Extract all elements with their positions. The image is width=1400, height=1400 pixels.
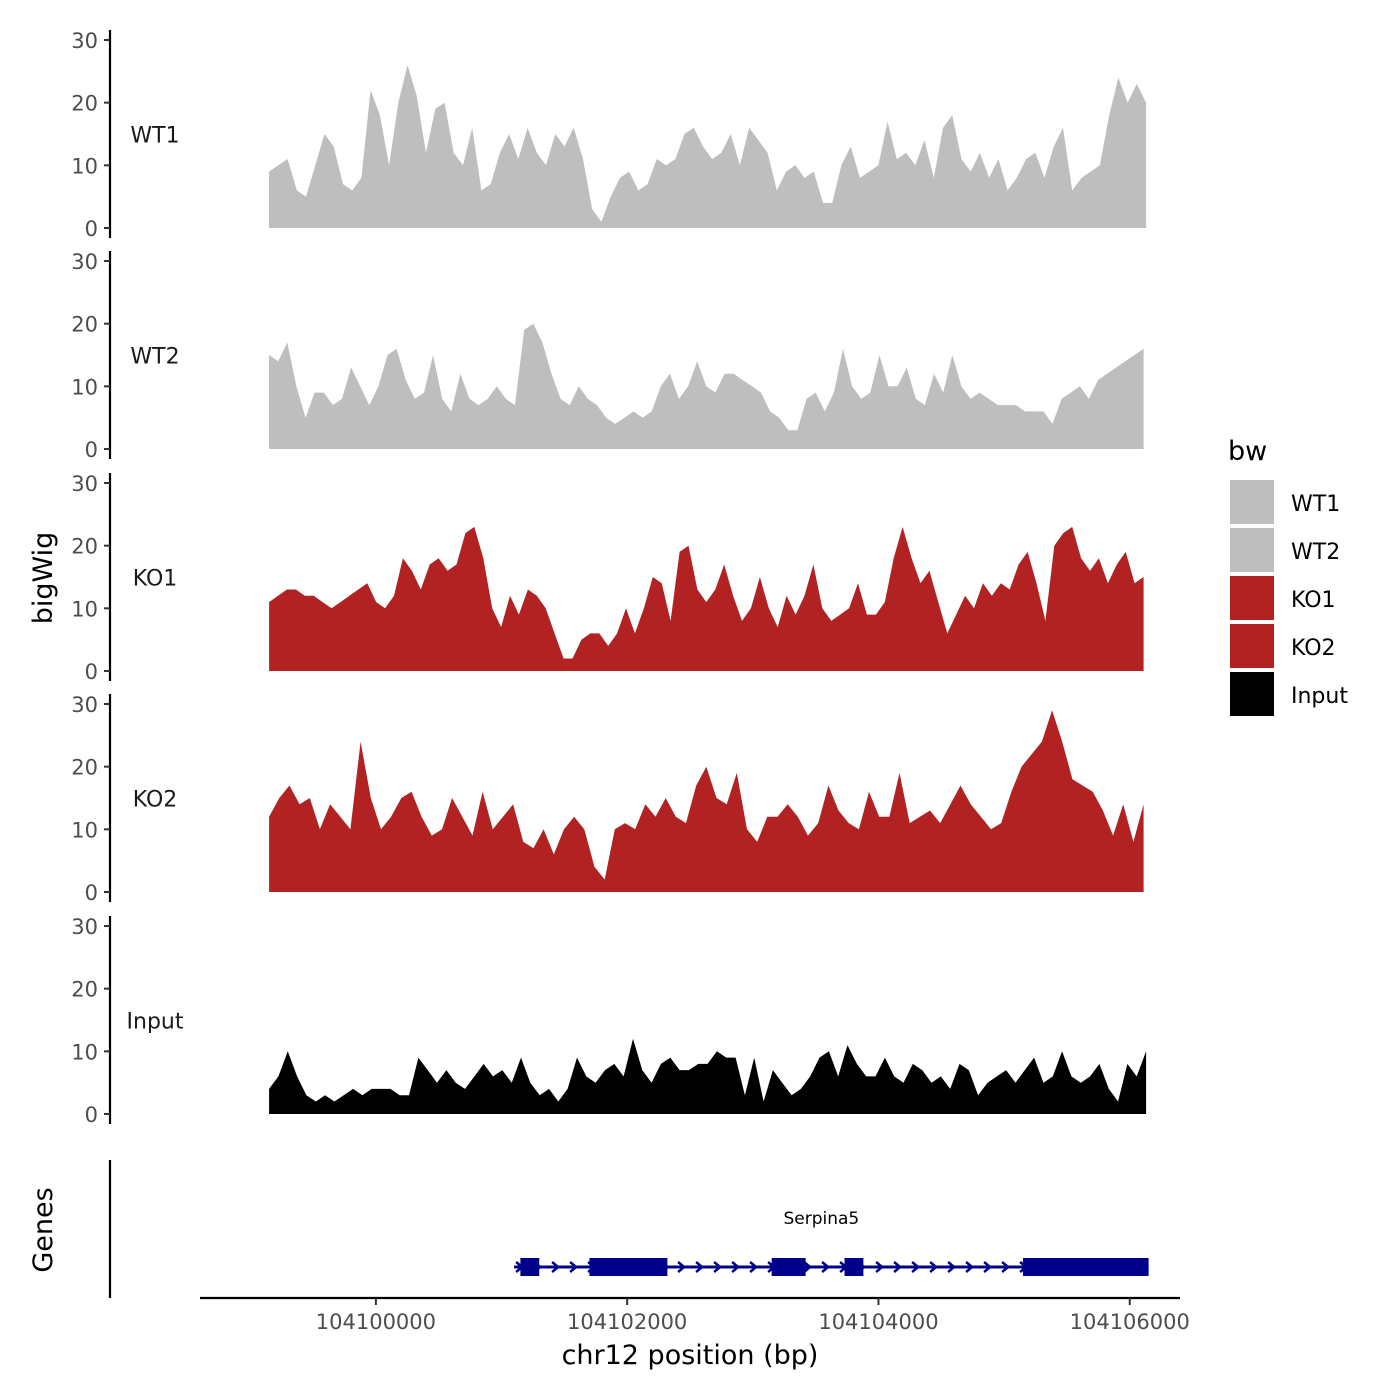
x-tick-label: 104106000 xyxy=(1070,1310,1190,1334)
strand-arrow xyxy=(947,1261,957,1273)
y-tick-label: 0 xyxy=(85,660,98,684)
strand-arrow xyxy=(749,1261,759,1273)
y-tick-label: 10 xyxy=(71,818,98,842)
y-tick-label: 30 xyxy=(71,29,98,53)
y-tick-label: 10 xyxy=(71,154,98,178)
track-wt2: 0 10 20 30 WT2 xyxy=(71,250,1144,462)
y-tick-label: 10 xyxy=(71,597,98,621)
exon xyxy=(589,1258,668,1276)
legend-key-ko2 xyxy=(1230,624,1274,668)
gene-track-title: Genes xyxy=(28,1187,59,1272)
y-tick-label: 0 xyxy=(85,438,98,462)
strand-arrow xyxy=(965,1261,975,1273)
legend-label: WT1 xyxy=(1291,492,1340,517)
y-axis-title: bigWig xyxy=(28,532,59,625)
y-tick-label: 20 xyxy=(71,92,98,116)
strand-arrow xyxy=(821,1261,831,1273)
y-tick-label: 20 xyxy=(71,978,98,1002)
y-tick-label: 30 xyxy=(71,472,98,496)
exon xyxy=(771,1258,806,1276)
legend: bw WT1 WT2 KO1 KO2 Input xyxy=(1228,436,1348,716)
y-tick-label: 30 xyxy=(71,693,98,717)
strand-arrow xyxy=(803,1261,813,1273)
track-label: WT2 xyxy=(130,345,179,370)
strand-arrow xyxy=(731,1261,741,1273)
exon xyxy=(1022,1258,1149,1276)
strand-arrow xyxy=(713,1261,723,1273)
coverage-area-ko1 xyxy=(269,526,1144,671)
y-tick-label: 20 xyxy=(71,756,98,780)
y-tick-label: 0 xyxy=(85,881,98,905)
x-axis: 104100000 104102000 104104000 104106000 xyxy=(200,1296,1190,1334)
strand-arrow xyxy=(893,1261,903,1273)
gene-track: Serpina5 xyxy=(108,1160,1149,1298)
y-tick-label: 30 xyxy=(71,915,98,939)
legend-title: bw xyxy=(1228,436,1267,467)
track-label: Input xyxy=(127,1010,184,1035)
track-label: WT1 xyxy=(130,124,179,149)
legend-key-ko1 xyxy=(1230,576,1274,620)
x-axis-title: chr12 position (bp) xyxy=(562,1340,819,1371)
y-tick-label: 20 xyxy=(71,313,98,337)
y-tick-label: 30 xyxy=(71,250,98,274)
coverage-area-input xyxy=(269,1038,1147,1114)
exon xyxy=(520,1258,540,1276)
strand-arrow xyxy=(911,1261,921,1273)
x-tick-label: 104100000 xyxy=(316,1310,436,1334)
strand-arrow xyxy=(677,1261,687,1273)
x-tick-label: 104102000 xyxy=(567,1310,687,1334)
strand-arrow xyxy=(875,1261,885,1273)
strand-arrow xyxy=(929,1261,939,1273)
strand-arrow xyxy=(1001,1261,1011,1273)
legend-label: KO1 xyxy=(1291,588,1336,613)
y-tick-label: 20 xyxy=(71,535,98,559)
track-wt1: 0 10 20 30 WT1 xyxy=(71,29,1147,241)
strand-arrow xyxy=(551,1261,561,1273)
legend-key-wt2 xyxy=(1230,528,1274,572)
track-label: KO2 xyxy=(133,788,178,813)
legend-label: KO2 xyxy=(1291,636,1336,661)
coverage-tracks: 0 10 20 30 WT1 0 10 20 30 WT2 0 10 20 30 KO1 0 10 20 30 KO2… xyxy=(71,29,1147,1127)
x-tick-label: 104104000 xyxy=(818,1310,938,1334)
strand-arrow xyxy=(569,1261,579,1273)
gene-name-label: Serpina5 xyxy=(783,1209,859,1229)
coverage-area-ko2 xyxy=(269,710,1144,892)
track-input: 0 10 20 30 Input xyxy=(71,915,1147,1127)
legend-label: WT2 xyxy=(1291,540,1340,565)
y-tick-label: 0 xyxy=(85,217,98,241)
track-ko1: 0 10 20 30 KO1 xyxy=(71,472,1144,684)
legend-key-wt1 xyxy=(1230,480,1274,524)
coverage-area-wt2 xyxy=(269,323,1144,449)
legend-label: Input xyxy=(1291,684,1348,709)
y-tick-label: 0 xyxy=(85,1103,98,1127)
track-ko2: 0 10 20 30 KO2 xyxy=(71,693,1144,905)
legend-key-input xyxy=(1230,672,1274,716)
coverage-area-wt1 xyxy=(269,65,1147,228)
strand-arrow xyxy=(695,1261,705,1273)
track-label: KO1 xyxy=(133,567,178,592)
strand-arrow xyxy=(983,1261,993,1273)
exon xyxy=(844,1258,864,1276)
y-tick-label: 10 xyxy=(71,1040,98,1064)
y-tick-label: 10 xyxy=(71,375,98,399)
